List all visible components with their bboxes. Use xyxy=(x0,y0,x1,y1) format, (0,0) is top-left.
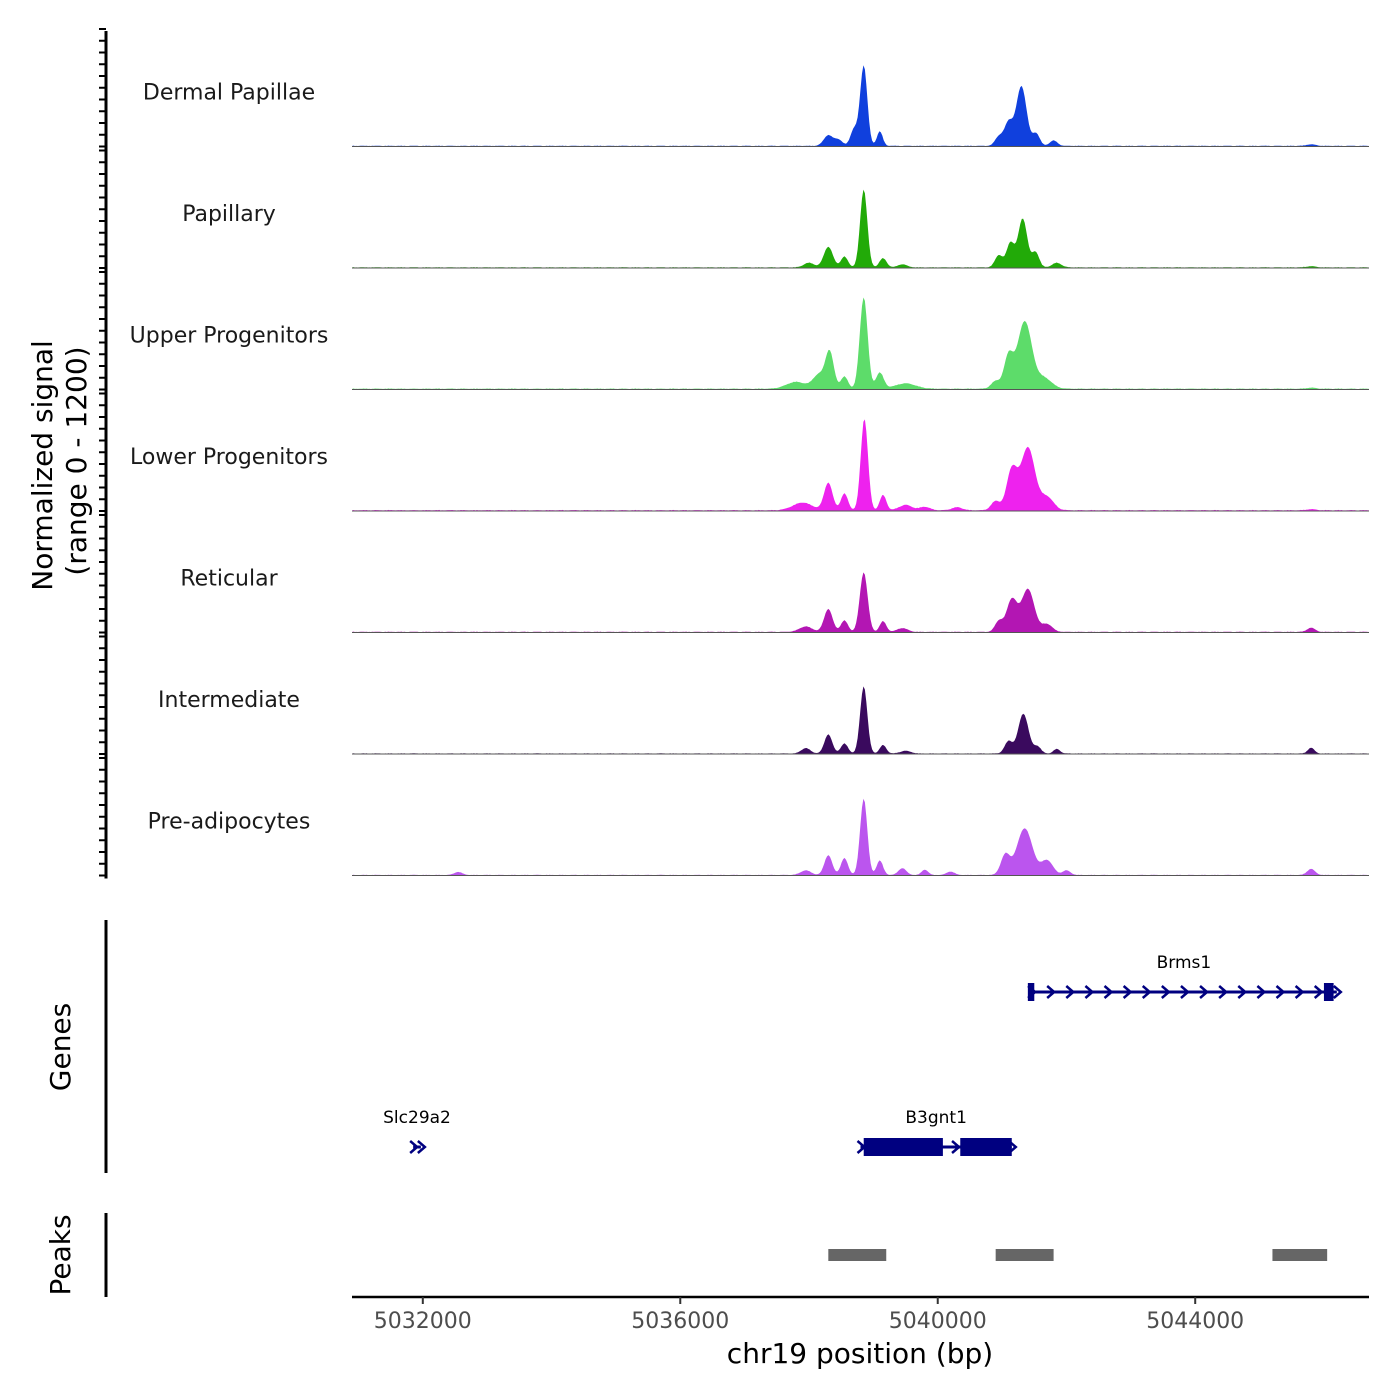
signal-area xyxy=(352,798,1369,876)
track-label: Upper Progenitors xyxy=(130,324,329,349)
track-label: Intermediate xyxy=(158,688,300,713)
gene-label: Brms1 xyxy=(1157,953,1212,973)
x-tick-label: 5032000 xyxy=(374,1309,472,1334)
signal-track: Pre-adipocytes xyxy=(148,798,1369,876)
strand-arrow xyxy=(1161,985,1171,999)
strand-arrow xyxy=(1275,985,1286,999)
gene-annotations: Brms1 Slc29a2 B3gnt1 xyxy=(383,953,1343,1156)
track-label: Lower Progenitors xyxy=(130,445,328,470)
signal-track: Papillary xyxy=(182,189,1369,269)
strand-arrow xyxy=(1122,985,1133,999)
gene-label: B3gnt1 xyxy=(905,1108,967,1128)
exon xyxy=(863,1138,943,1156)
signal-track: Reticular xyxy=(180,567,1369,633)
strand-arrow xyxy=(1103,985,1114,999)
peaks-track-title: Peaks xyxy=(44,1214,77,1295)
strand-arrow xyxy=(1218,985,1229,999)
x-axis-title: chr19 position (bp) xyxy=(727,1337,993,1370)
signal-track: Lower Progenitors xyxy=(130,419,1369,512)
signal-area xyxy=(352,189,1369,268)
track-label: Pre-adipocytes xyxy=(148,810,311,835)
strand-arrow xyxy=(1333,985,1343,999)
track-label: Dermal Papillae xyxy=(143,81,315,106)
exon xyxy=(960,1138,1012,1156)
peak-region xyxy=(995,1249,1054,1261)
signal-area xyxy=(352,572,1369,633)
strand-arrow xyxy=(1046,985,1057,999)
strand-arrow xyxy=(951,1140,961,1154)
signal-area xyxy=(352,686,1369,754)
signal-tracks: Dermal Papillae Papillary Upper Progenitor… xyxy=(130,65,1369,876)
strand-arrow xyxy=(1294,985,1305,999)
y-axis-title-line1: Normalized signal xyxy=(26,340,59,591)
y-axis-title-line2: (range 0 - 1200) xyxy=(60,346,93,575)
gene: Slc29a2 xyxy=(383,1108,451,1154)
strand-arrow xyxy=(1180,985,1190,999)
y-axis-title: Normalized signal (range 0 - 1200) xyxy=(26,331,93,590)
signal-track: Intermediate xyxy=(158,686,1369,755)
strand-arrow xyxy=(1065,985,1076,999)
peak-region xyxy=(828,1249,887,1261)
x-tick-label: 5036000 xyxy=(631,1309,729,1334)
signal-area xyxy=(352,297,1369,390)
exon xyxy=(1027,983,1035,1001)
strand-arrow xyxy=(1237,985,1248,999)
strand-arrow xyxy=(1256,985,1267,999)
exon xyxy=(1323,983,1334,1001)
gene-label: Slc29a2 xyxy=(383,1108,451,1128)
x-tick-label: 5044000 xyxy=(1146,1309,1244,1334)
strand-arrow xyxy=(1313,985,1324,999)
track-label: Reticular xyxy=(180,567,278,592)
signal-track: Upper Progenitors xyxy=(130,297,1369,390)
gene: Brms1 xyxy=(1027,953,1343,1001)
strand-arrow xyxy=(1199,985,1209,999)
x-axis-ticks: 5032000 5036000 5040000 5044000 xyxy=(374,1297,1244,1334)
x-tick-label: 5040000 xyxy=(889,1309,987,1334)
genes-track-title: Genes xyxy=(44,1003,77,1091)
strand-arrow xyxy=(417,1140,427,1154)
signal-track: Dermal Papillae xyxy=(143,65,1369,147)
signal-area xyxy=(352,419,1369,511)
signal-axis xyxy=(99,28,108,879)
signal-area xyxy=(352,65,1369,147)
peak-region xyxy=(1272,1249,1328,1261)
track-label: Papillary xyxy=(182,202,276,227)
gene: B3gnt1 xyxy=(856,1108,1018,1156)
strand-arrow xyxy=(1141,985,1152,999)
peak-regions xyxy=(828,1249,1328,1261)
strand-arrow xyxy=(1084,985,1095,999)
strand-arrow xyxy=(409,1140,420,1154)
